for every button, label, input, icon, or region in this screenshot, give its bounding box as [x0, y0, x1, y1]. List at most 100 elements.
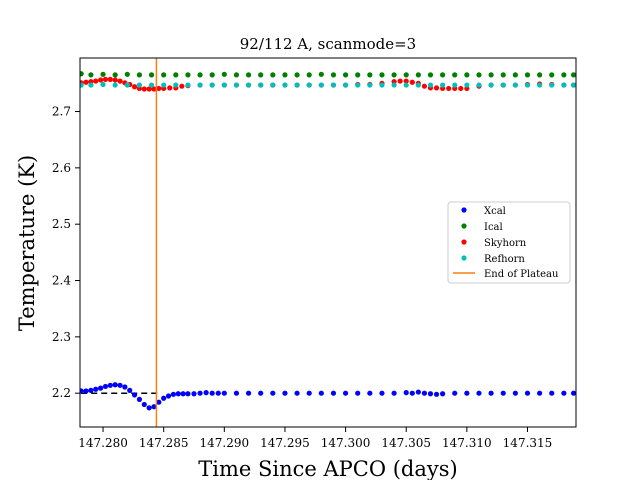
data-point-refhorn	[524, 82, 531, 88]
data-point-xcal	[367, 390, 373, 396]
data-point-skyhorn	[98, 77, 104, 83]
data-point-ical	[209, 72, 215, 78]
data-point-skyhorn	[93, 78, 99, 84]
data-point-ical	[173, 72, 179, 78]
data-point-refhorn	[570, 82, 576, 88]
data-point-xcal	[464, 390, 470, 396]
data-point-xcal	[306, 390, 312, 396]
data-point-skyhorn	[107, 76, 113, 83]
data-point-xcal	[215, 390, 221, 396]
data-point-refhorn	[427, 82, 434, 88]
data-point-xcal	[379, 390, 385, 396]
y-tick-label: 2.7	[52, 105, 71, 119]
series-refhorn	[80, 81, 576, 88]
data-point-refhorn	[318, 82, 324, 88]
series-ical	[80, 71, 576, 78]
data-point-xcal	[355, 390, 361, 396]
data-point-xcal	[156, 399, 162, 405]
data-point-xcal	[175, 391, 181, 397]
data-point-ical	[197, 72, 203, 78]
data-point-xcal	[294, 390, 300, 396]
y-tick-label: 2.5	[52, 217, 71, 231]
data-point-xcal	[409, 390, 415, 396]
data-point-skyhorn	[112, 77, 118, 83]
data-point-xcal	[141, 401, 147, 408]
data-point-xcal	[500, 390, 506, 396]
data-point-xcal	[102, 383, 109, 390]
data-point-ical	[367, 72, 373, 78]
data-point-refhorn	[100, 81, 106, 88]
data-point-xcal	[512, 390, 518, 396]
data-point-skyhorn	[167, 85, 173, 91]
data-point-ical	[294, 72, 300, 78]
x-tick-label: 147.280	[78, 436, 128, 450]
data-point-xcal	[270, 390, 276, 396]
data-point-refhorn	[306, 82, 312, 88]
data-point-xcal	[258, 390, 264, 396]
data-point-xcal	[342, 390, 349, 396]
data-point-refhorn	[294, 82, 300, 88]
data-point-refhorn	[488, 82, 494, 88]
legend-label-ical: Ical	[484, 222, 503, 233]
legend-marker-ical	[461, 223, 467, 229]
data-point-refhorn	[330, 82, 337, 88]
data-point-ical	[80, 71, 84, 77]
data-point-xcal	[415, 389, 421, 395]
data-point-refhorn	[476, 82, 482, 88]
data-point-refhorn	[512, 82, 518, 88]
x-tick-label: 147.295	[260, 436, 310, 450]
series-xcal	[80, 382, 576, 411]
data-point-ical	[258, 72, 264, 78]
y-axis-label: Temperature (K)	[15, 155, 39, 331]
data-point-ical	[440, 72, 446, 78]
data-point-ical	[403, 72, 409, 78]
data-point-xcal	[537, 390, 543, 396]
data-point-ical	[124, 71, 130, 77]
x-axis-label: Time Since APCO (days)	[198, 457, 457, 480]
data-point-ical	[270, 72, 276, 78]
data-point-ical	[427, 72, 434, 78]
data-point-skyhorn	[446, 85, 452, 92]
data-point-xcal	[570, 390, 576, 396]
data-point-ical	[306, 72, 312, 78]
plot-area-frame	[79, 57, 577, 428]
plot-marks	[80, 58, 576, 427]
data-point-ical	[512, 72, 518, 78]
data-point-refhorn	[452, 82, 458, 88]
data-point-refhorn	[355, 82, 361, 88]
data-point-skyhorn	[397, 78, 403, 84]
chart-title: 92/112 A, scanmode=3	[240, 35, 416, 53]
data-point-skyhorn	[458, 85, 464, 92]
data-point-ical	[100, 71, 106, 77]
data-point-refhorn	[185, 82, 191, 88]
data-point-skyhorn	[433, 85, 440, 91]
data-point-refhorn	[161, 82, 167, 88]
data-point-xcal	[117, 382, 123, 388]
chart-legend: Xcal Ical Skyhorn Refhorn End of Plateau	[447, 201, 571, 284]
legend-label-end-of-plateau: End of Plateau	[484, 269, 559, 280]
data-point-skyhorn	[409, 79, 415, 85]
data-point-xcal	[98, 385, 104, 391]
data-point-refhorn	[112, 82, 118, 88]
data-point-xcal	[191, 391, 197, 397]
data-point-refhorn	[136, 82, 143, 88]
data-point-ical	[342, 72, 349, 78]
data-point-refhorn	[464, 82, 470, 88]
data-point-xcal	[88, 387, 94, 393]
data-point-xcal	[318, 390, 324, 396]
data-point-ical	[355, 72, 361, 78]
data-point-refhorn	[233, 82, 240, 88]
data-point-refhorn	[391, 82, 397, 88]
data-point-xcal	[161, 395, 167, 401]
data-point-refhorn	[403, 82, 409, 88]
data-point-skyhorn	[146, 86, 152, 92]
data-point-ical	[476, 72, 482, 78]
data-point-xcal	[433, 391, 440, 397]
data-point-refhorn	[209, 82, 215, 88]
data-point-refhorn	[415, 82, 421, 88]
data-point-refhorn	[148, 82, 155, 88]
data-point-ical	[136, 72, 143, 78]
data-point-ical	[500, 72, 506, 78]
